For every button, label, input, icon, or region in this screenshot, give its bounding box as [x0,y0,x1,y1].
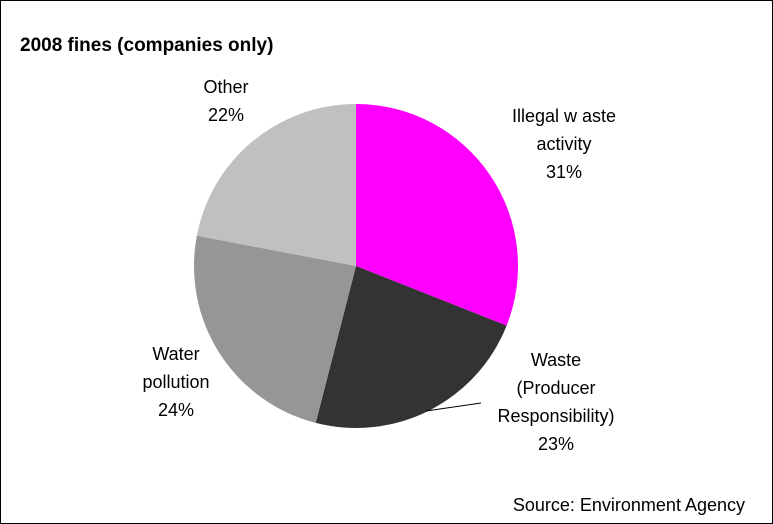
pie-slice-1 [356,104,518,326]
slice-name-label: Waste [531,350,581,370]
slice-label-1: Illegal w aste activity 31% [512,106,616,182]
slice-value-label: 24% [158,400,194,420]
slice-name-label: activity [536,134,591,154]
chart-title: 2008 fines (companies only) [20,35,274,56]
slice-labels: Illegal w aste activity 31% Waste (Producer R… [142,77,616,454]
slice-name-label: Illegal w aste [512,106,616,126]
pie-slice-4 [196,104,356,266]
slice-label-3: Water pollution 24% [142,344,209,420]
chart-source: Source: Environment Agency [512,495,745,515]
pie-slice-2 [315,266,507,428]
leader-line [425,402,482,412]
slice-name-label: Water [152,344,199,364]
slice-value-label: 23% [538,434,574,454]
slice-name-label: Responsibility) [497,406,614,426]
pie-slice-3 [193,235,356,423]
slice-value-label: 31% [546,162,582,182]
slice-name-label: (Producer [516,378,595,398]
leader-lines [425,402,482,412]
slice-name-label: Other [203,77,248,97]
slice-name-label: pollution [142,372,209,392]
slice-label-4: Other 22% [203,77,248,125]
pie-slices [193,104,518,428]
slice-value-label: 22% [208,105,244,125]
slice-label-2: Waste (Producer Responsibility) 23% [497,350,614,454]
